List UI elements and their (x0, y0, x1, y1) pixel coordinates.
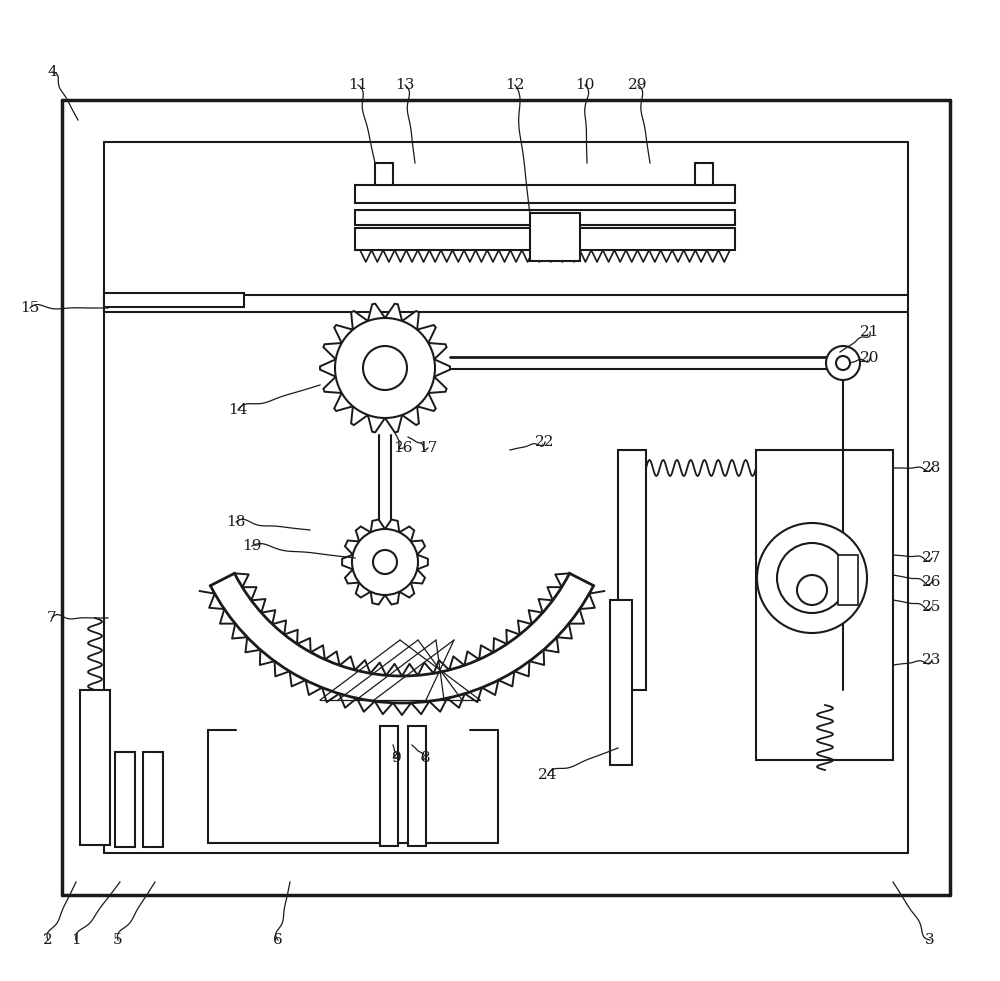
Bar (408, 726, 426, 846)
Text: 24: 24 (538, 768, 558, 782)
Bar (62, 100, 950, 142)
Text: 8: 8 (421, 751, 431, 765)
Circle shape (373, 550, 397, 574)
Text: 29: 29 (628, 78, 648, 92)
Text: 17: 17 (418, 441, 438, 455)
Bar (355, 210, 735, 225)
Bar (355, 228, 735, 250)
Text: 26: 26 (922, 575, 942, 589)
Bar (62, 142, 104, 853)
Text: 20: 20 (860, 351, 880, 365)
Bar (610, 600, 632, 765)
Text: 21: 21 (860, 325, 880, 339)
Text: 14: 14 (228, 403, 248, 417)
Text: 10: 10 (575, 78, 595, 92)
Text: 22: 22 (535, 435, 555, 449)
Text: 6: 6 (273, 933, 283, 947)
Text: 25: 25 (922, 600, 942, 614)
Circle shape (335, 318, 435, 418)
Circle shape (363, 346, 407, 390)
Text: 23: 23 (922, 653, 942, 667)
Circle shape (777, 543, 847, 613)
Circle shape (826, 346, 860, 380)
Text: 1: 1 (71, 933, 81, 947)
Bar (375, 163, 393, 185)
Bar (380, 726, 398, 846)
Bar (80, 690, 110, 845)
Text: 4: 4 (47, 65, 57, 79)
Bar (838, 555, 858, 605)
Text: 5: 5 (113, 933, 123, 947)
Bar (104, 293, 244, 307)
Text: 27: 27 (922, 551, 942, 565)
Bar (695, 163, 713, 185)
Bar (756, 450, 893, 760)
Bar (530, 213, 580, 261)
Text: 2: 2 (43, 933, 53, 947)
Text: 11: 11 (348, 78, 368, 92)
Circle shape (757, 523, 867, 633)
Bar (618, 450, 646, 690)
Polygon shape (342, 520, 428, 604)
Text: 3: 3 (925, 933, 935, 947)
Text: 19: 19 (242, 539, 262, 553)
Bar (355, 185, 735, 203)
Circle shape (797, 575, 827, 605)
Circle shape (352, 529, 418, 595)
Bar (908, 142, 950, 853)
Text: 15: 15 (20, 301, 40, 315)
Text: 18: 18 (226, 515, 246, 529)
Polygon shape (320, 304, 450, 433)
Text: 16: 16 (393, 441, 413, 455)
Text: 12: 12 (505, 78, 525, 92)
Text: 9: 9 (392, 751, 402, 765)
Text: 28: 28 (922, 461, 942, 475)
Text: 7: 7 (47, 611, 57, 625)
Bar (143, 752, 163, 847)
Bar (62, 853, 950, 895)
Circle shape (836, 356, 850, 370)
Bar (115, 752, 135, 847)
Text: 13: 13 (395, 78, 415, 92)
